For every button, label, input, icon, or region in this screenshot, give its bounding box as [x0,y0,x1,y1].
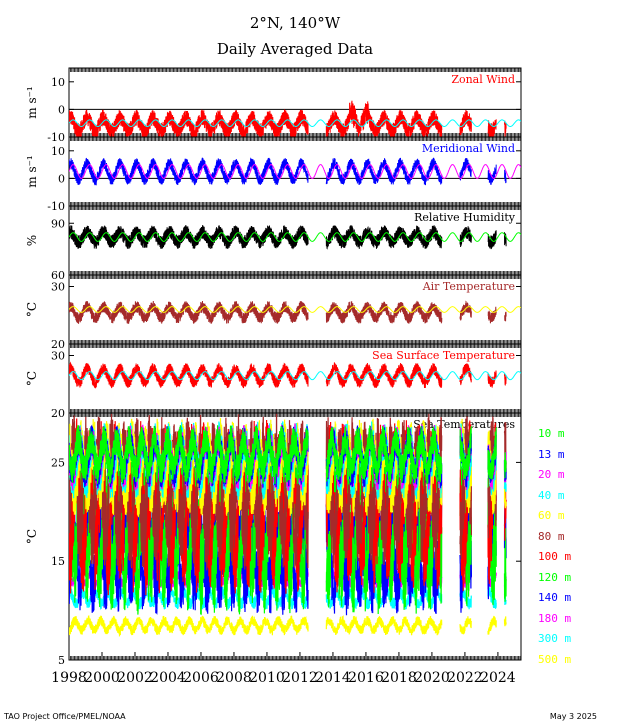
legend-entry-60m: 60 m [538,509,565,522]
panel-4: 20 30 °C Sea Surface Temperature [25,343,522,420]
data-line [69,300,507,324]
y-tick-label: 90 [51,217,65,230]
footer-credit: TAO Project Office/PMEL/NOAA [4,712,126,721]
depth-line [69,418,507,596]
panel-title: Meridional Wind [422,142,515,155]
climatology-line [69,371,521,381]
x-tick-label: 2004 [150,670,186,686]
y-tick-label: 20 [51,338,65,351]
x-tick-label: 1998 [51,670,87,686]
panel-title: Sea Temperatures [413,418,515,431]
panel-title: Relative Humidity [414,211,516,224]
panel-3: 20 30 °C Air Temperature [25,274,522,351]
y-axis-label: °C [25,371,39,386]
y-axis-label: m s⁻¹ [25,86,39,119]
climatology-line [69,119,521,127]
legend-entry-10m: 10 m [538,427,565,440]
depth-line [69,615,507,638]
y-tick-label: 10 [51,76,65,89]
y-tick-label: 15 [51,555,65,568]
y-tick-label: 0 [58,172,65,185]
chart-area: -10 0 10 m s⁻¹ Zonal Wind -10 0 10 m s⁻¹ Meridion… [25,67,522,686]
y-tick-label: 20 [51,407,65,420]
panel-0: -10 0 10 m s⁻¹ Zonal Wind [25,67,522,144]
footer-date: May 3 2025 [549,712,597,721]
panel-title: Sea Surface Temperature [372,349,515,362]
legend-entry-13m: 13 m [538,447,565,461]
panel-title: Zonal Wind [451,73,515,86]
legend-entry-20m: 20 m [538,468,565,481]
x-tick-label: 2014 [315,670,351,686]
data-line [69,157,507,186]
legend-entry-180m: 180 m [538,611,572,625]
x-tick-label: 2006 [183,670,219,686]
x-tick-label: 2008 [216,670,252,686]
legend-entry-120m: 120 m [538,570,572,584]
x-tick-label: 2024 [480,670,516,686]
depth-line [69,424,507,485]
x-tick-label: 2012 [282,670,318,686]
climatology-line [69,232,521,242]
chart-title-subtitle: Daily Averaged Data [216,40,374,58]
legend-entry-100m: 100 m [538,550,572,563]
panel-2: 60 90% Relative Humidity [25,205,522,282]
y-tick-label: 25 [51,456,65,469]
data-line [69,361,507,389]
y-axis-label: °C [25,529,39,544]
chart-title-location: 2°N, 140°W [249,14,341,32]
depth-line [69,413,507,571]
panel-title: Air Temperature [422,280,515,293]
y-tick-label: -10 [47,131,65,144]
y-tick-label: 30 [51,281,65,294]
legend-entry-500m: 500 m [538,652,572,666]
x-tick-label: 2016 [348,670,384,686]
x-tick-label: 2000 [84,670,120,686]
x-tick-label: 2010 [249,670,285,686]
x-tick-label: 2018 [381,670,417,686]
climatology-line [69,164,521,179]
y-tick-label: -10 [47,200,65,213]
y-axis-label: % [25,235,39,246]
legend-entry-140m: 140 m [538,591,572,604]
x-tick-label: 2020 [414,670,450,686]
legend-entry-300m: 300 m [538,632,572,645]
y-tick-label: 30 [51,350,65,363]
legend-entry-40m: 40 m [538,488,565,502]
climatology-line [69,306,521,313]
y-axis-label: m s⁻¹ [25,155,39,188]
x-tick-label: 2002 [117,670,153,686]
y-tick-label: 60 [51,269,65,282]
y-axis-label: °C [25,302,39,317]
x-tick-label: 2022 [447,670,483,686]
legend-entry-80m: 80 m [538,529,565,543]
y-tick-label: 5 [58,654,65,667]
y-tick-label: 10 [51,145,65,158]
data-line [69,100,507,137]
panel-1: -10 0 10 m s⁻¹ Meridional Wind [25,136,522,213]
y-tick-label: 0 [58,103,65,116]
